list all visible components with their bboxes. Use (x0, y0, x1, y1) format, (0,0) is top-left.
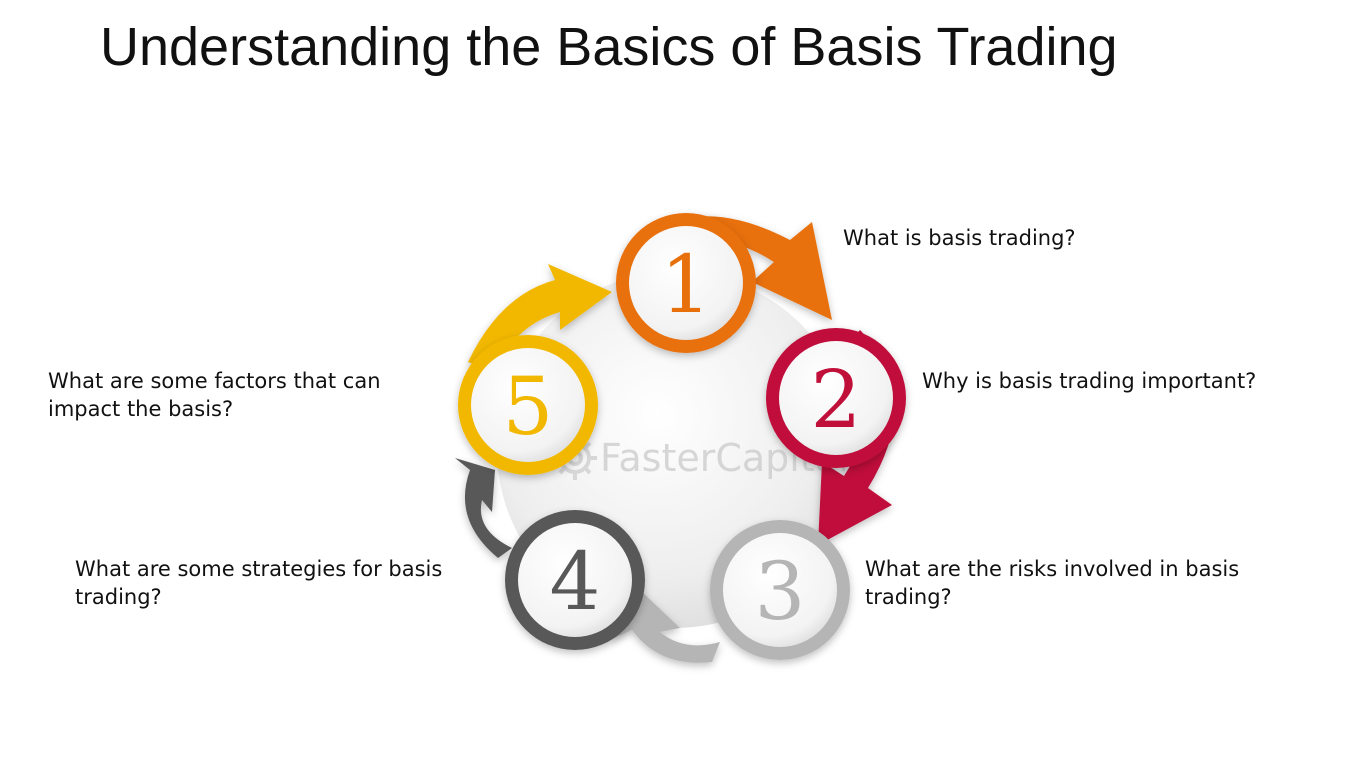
step-1-disc (629, 226, 743, 340)
step-3-node: 3 (710, 520, 850, 660)
step-5-question: What are some factors that can impact th… (48, 369, 381, 421)
step-nodes: 1 2 3 4 5 (458, 213, 906, 660)
step-4-number: 4 (550, 535, 601, 628)
step-4-disc (518, 523, 632, 637)
arrow-4 (455, 458, 512, 558)
page-title: Understanding the Basics of Basis Tradin… (100, 17, 1118, 77)
step-2-node: 2 (766, 328, 906, 468)
step-3-number: 3 (755, 545, 806, 638)
step-2-question: Why is basis trading important? (922, 369, 1257, 393)
step-1-question: What is basis trading? (843, 226, 1076, 250)
step-4-question: What are some strategies for basis tradi… (75, 557, 443, 609)
step-3-disc (723, 533, 837, 647)
step-5-disc (471, 348, 585, 462)
step-1-number: 1 (661, 238, 712, 331)
step-3-question: What are the risks involved in basis tra… (865, 557, 1240, 609)
step-5-node: 5 (458, 335, 598, 475)
step-1-node: 1 (616, 213, 756, 353)
step-2-disc (779, 341, 893, 455)
step-5-number: 5 (503, 360, 554, 453)
step-4-node: 4 (505, 510, 645, 650)
step-2-number: 2 (811, 353, 862, 446)
